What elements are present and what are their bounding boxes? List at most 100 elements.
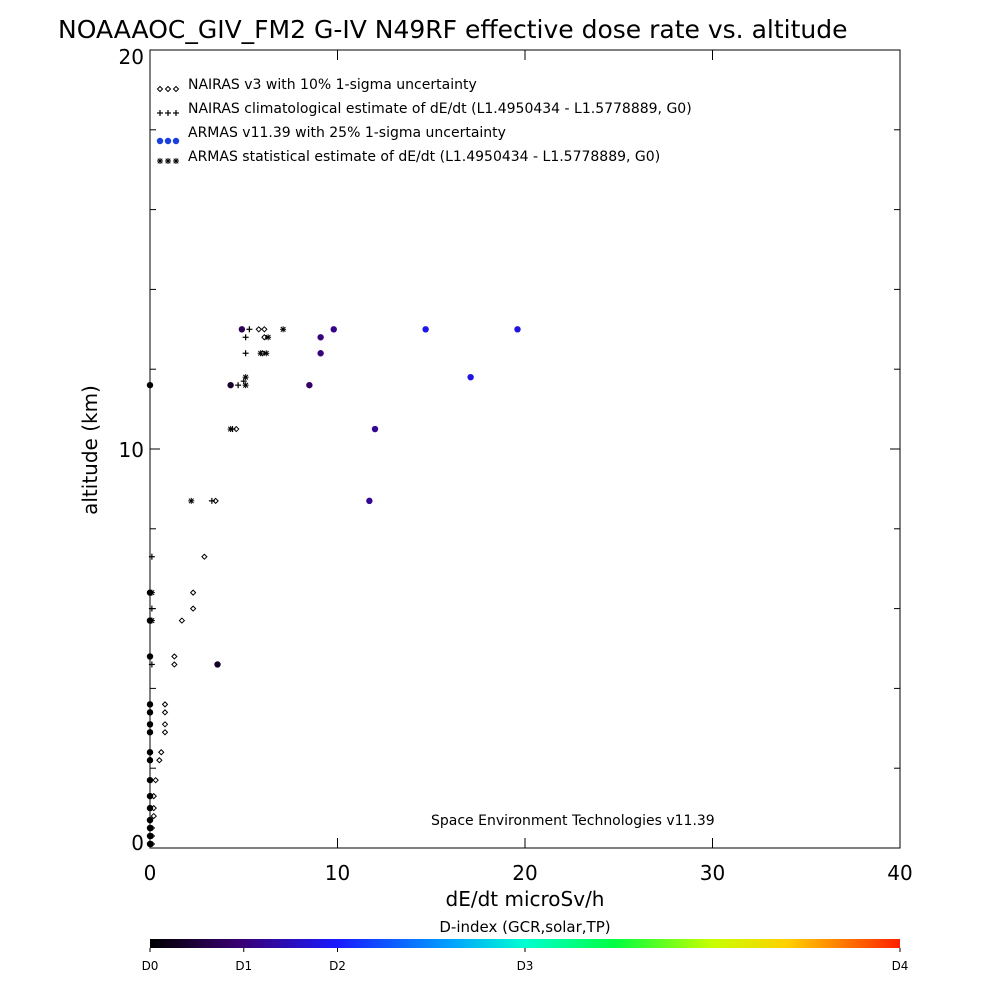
- data-point-diamond: [261, 334, 268, 341]
- legend-marker-diamond: [156, 85, 180, 93]
- data-point-diamond: [189, 589, 197, 596]
- data-point-dot: [146, 721, 154, 728]
- colorbar-label-d2: D2: [329, 959, 346, 973]
- data-point-asterisk: [148, 617, 155, 624]
- data-point-asterisk: [263, 350, 270, 357]
- data-point-diamond: [156, 757, 163, 764]
- plot-frame: [149, 49, 901, 849]
- x-tick-0: 0: [144, 861, 157, 885]
- data-point-dot: [146, 749, 154, 756]
- x-tick-40: 40: [887, 861, 912, 885]
- legend-glyph: [156, 137, 164, 145]
- data-point-dot: [146, 824, 154, 832]
- data-point-dot: [214, 661, 221, 668]
- data-point-diamond: [171, 653, 178, 660]
- y-tick-10: 10: [119, 438, 144, 462]
- legend-glyph: [172, 85, 180, 93]
- legend-glyph: [164, 137, 172, 145]
- data-point-diamond: [171, 661, 178, 668]
- colorbar-label-d1: D1: [235, 959, 252, 973]
- data-point-dot: [146, 816, 154, 824]
- data-point-dot: [317, 350, 324, 357]
- data-point-diamond: [261, 326, 268, 333]
- data-point-dot: [227, 381, 234, 389]
- data-point-asterisk: [257, 350, 264, 357]
- x-tick-20: 20: [512, 861, 537, 885]
- data-point-dot: [146, 381, 154, 389]
- legend-glyph: [165, 158, 171, 164]
- legend-glyph: [156, 85, 164, 93]
- axis-ticks: [149, 49, 901, 849]
- x-tick-30: 30: [700, 861, 725, 885]
- data-point-diamond: [189, 605, 197, 612]
- y-tick-20: 20: [119, 45, 144, 69]
- data-point-asterisk: [242, 382, 249, 389]
- data-point-asterisk: [188, 497, 195, 504]
- data-point-plus: [208, 497, 215, 504]
- legend-marker-plus: [157, 110, 179, 116]
- colorbar-label-d3: D3: [517, 959, 534, 973]
- data-point-dot: [306, 381, 313, 389]
- data-point-plus: [235, 382, 242, 389]
- legend-glyph: [173, 110, 179, 116]
- colorbar: [150, 939, 900, 948]
- data-point-asterisk: [148, 589, 155, 596]
- data-point-plus: [148, 605, 155, 612]
- legend-glyph: [173, 158, 179, 164]
- data-point-dot: [422, 326, 429, 333]
- data-point-dot: [238, 326, 246, 333]
- data-point-diamond: [152, 776, 159, 784]
- chart-title: NOAAAOC_GIV_FM2 G-IV N49RF effective dos…: [58, 15, 847, 44]
- data-point-dot: [146, 804, 154, 812]
- data-point-dot: [146, 709, 154, 716]
- legend-glyph: [172, 137, 180, 145]
- legend-glyph: [157, 158, 163, 164]
- data-point-dot: [146, 701, 154, 708]
- legend-label-nairas-v3: NAIRAS v3 with 10% 1-sigma uncertainty: [188, 77, 477, 93]
- data-point-dot: [330, 326, 337, 333]
- colorbar-label-d0: D0: [142, 959, 159, 973]
- legend-label-armas-statistical: ARMAS statistical estimate of dE/dt (L1.…: [188, 149, 660, 165]
- data-point-diamond: [161, 721, 169, 728]
- legend-glyph: [165, 110, 171, 116]
- legend-marker-dot: [156, 137, 180, 145]
- data-point-dot: [146, 832, 154, 840]
- data-point-dot: [146, 653, 154, 660]
- data-point-asterisk: [242, 374, 249, 381]
- data-point-diamond: [158, 749, 165, 756]
- y-tick-0: 0: [131, 831, 144, 855]
- data-point-dot: [366, 497, 373, 505]
- x-tick-10: 10: [325, 861, 350, 885]
- legend-glyph: [157, 110, 163, 116]
- data-point-dot: [146, 792, 154, 800]
- legend-glyph: [164, 85, 172, 93]
- data-point-dot: [317, 334, 324, 341]
- colorbar-label-d4: D4: [892, 959, 909, 973]
- data-point-dot: [146, 729, 154, 736]
- data-point-plus: [246, 326, 253, 333]
- legend: NAIRAS v3 with 10% 1-sigma uncertainty N…: [156, 77, 692, 165]
- legend-marker-asterisk: [157, 158, 179, 164]
- data-point-dot: [146, 840, 154, 848]
- data-point-diamond: [201, 553, 208, 560]
- colorbar-labels: D0 D1 D2 D3 D4: [142, 948, 909, 973]
- data-point-dot: [514, 326, 521, 333]
- y-axis-label: altitude (km): [78, 385, 102, 515]
- data-point-dot: [467, 373, 474, 381]
- data-point-asterisk: [280, 326, 287, 333]
- data-point-diamond: [161, 709, 169, 716]
- colorbar-title: D-index (GCR,solar,TP): [439, 918, 610, 936]
- data-point-diamond: [212, 497, 219, 505]
- legend-label-nairas-climatological: NAIRAS climatological estimate of dE/dt …: [188, 101, 692, 117]
- data-point-asterisk: [265, 334, 272, 341]
- data-point-diamond: [150, 812, 157, 820]
- data-point-dot: [371, 425, 379, 433]
- data-point-diamond: [233, 425, 240, 433]
- data-point-diamond: [161, 701, 169, 708]
- x-axis-label: dE/dt microSv/h: [446, 887, 605, 911]
- data-point-plus: [242, 350, 249, 357]
- data-point-plus: [242, 334, 249, 341]
- data-point-diamond: [161, 729, 169, 736]
- data-point-plus: [148, 553, 155, 560]
